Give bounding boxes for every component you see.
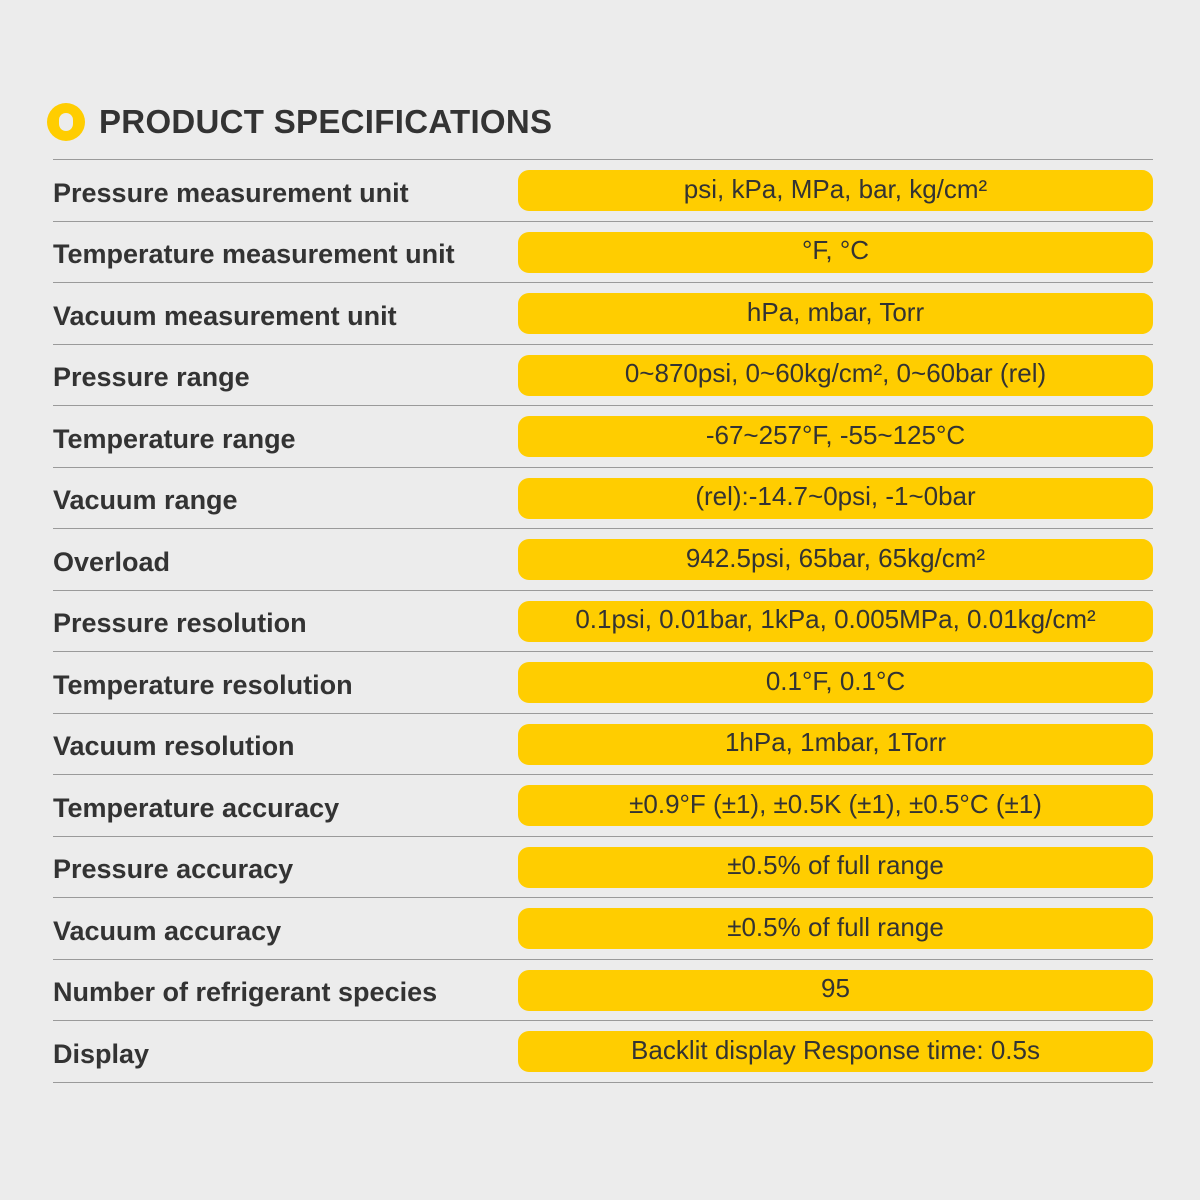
spec-value: 95 [518,969,1153,1011]
spec-row-refrigerant-species: Number of refrigerant species 95 [53,960,1153,1021]
spec-table: Pressure measurement unit psi, kPa, MPa,… [53,159,1153,1083]
spec-label: Overload [53,546,171,577]
spec-value: 1hPa, 1mbar, 1Torr [518,723,1153,765]
spec-value: psi, kPa, MPa, bar, kg/cm² [518,170,1153,211]
spec-row-vacuum-accuracy: Vacuum accuracy ±0.5% of full range [53,898,1153,960]
spec-label: Temperature measurement unit [53,239,455,270]
spec-value: -67~257°F, -55~125°C [518,416,1153,457]
spec-label: Pressure accuracy [53,854,294,885]
spec-label: Vacuum resolution [53,731,295,762]
spec-label: Temperature accuracy [53,792,340,823]
spec-label: Pressure range [53,362,250,393]
spec-value: 942.5psi, 65bar, 65kg/cm² [518,539,1153,580]
spec-label: Vacuum range [53,485,238,516]
spec-row-vacuum-range: Vacuum range (rel):-14.7~0psi, -1~0bar [53,468,1153,529]
spec-row-pressure-range: Pressure range 0~870psi, 0~60kg/cm², 0~6… [53,345,1153,406]
spec-value: °F, °C [518,231,1153,273]
page-title: PRODUCT SPECIFICATIONS [99,103,553,140]
spec-value: ±0.9°F (±1), ±0.5K (±1), ±0.5°C (±1) [518,785,1153,826]
spec-row-temperature-accuracy: Temperature accuracy ±0.9°F (±1), ±0.5K … [53,775,1153,837]
spec-value: Backlit display Response time: 0.5s [518,1031,1153,1072]
spec-row-display: Display Backlit display Response time: 0… [53,1021,1153,1083]
spec-label: Temperature resolution [53,669,353,700]
spec-row-vacuum-measurement-unit: Vacuum measurement unit hPa, mbar, Torr [53,283,1153,345]
spec-row-pressure-measurement-unit: Pressure measurement unit psi, kPa, MPa,… [53,160,1153,222]
spec-row-temperature-range: Temperature range -67~257°F, -55~125°C [53,406,1153,468]
spec-row-overload: Overload 942.5psi, 65bar, 65kg/cm² [53,529,1153,591]
spec-value: 0~870psi, 0~60kg/cm², 0~60bar (rel) [518,354,1153,396]
spec-value: 0.1°F, 0.1°C [518,662,1153,703]
spec-row-temperature-resolution: Temperature resolution 0.1°F, 0.1°C [53,652,1153,714]
spec-label: Display [53,1038,150,1069]
spec-label: Vacuum measurement unit [53,300,397,331]
ring-icon [47,103,85,141]
spec-row-pressure-accuracy: Pressure accuracy ±0.5% of full range [53,837,1153,898]
spec-value: 0.1psi, 0.01bar, 1kPa, 0.005MPa, 0.01kg/… [518,600,1153,642]
spec-label: Pressure resolution [53,608,307,639]
spec-label: Number of refrigerant species [53,977,438,1008]
spec-value: ±0.5% of full range [518,846,1153,888]
spec-label: Vacuum accuracy [53,915,282,946]
spec-label: Temperature range [53,423,296,454]
spec-row-vacuum-resolution: Vacuum resolution 1hPa, 1mbar, 1Torr [53,714,1153,775]
spec-label: Pressure measurement unit [53,177,409,208]
spec-row-pressure-resolution: Pressure resolution 0.1psi, 0.01bar, 1kP… [53,591,1153,652]
spec-value: hPa, mbar, Torr [518,293,1153,334]
spec-value: (rel):-14.7~0psi, -1~0bar [518,477,1153,519]
header: PRODUCT SPECIFICATIONS [47,100,552,144]
spec-row-temperature-measurement-unit: Temperature measurement unit °F, °C [53,222,1153,283]
spec-value: ±0.5% of full range [518,908,1153,949]
